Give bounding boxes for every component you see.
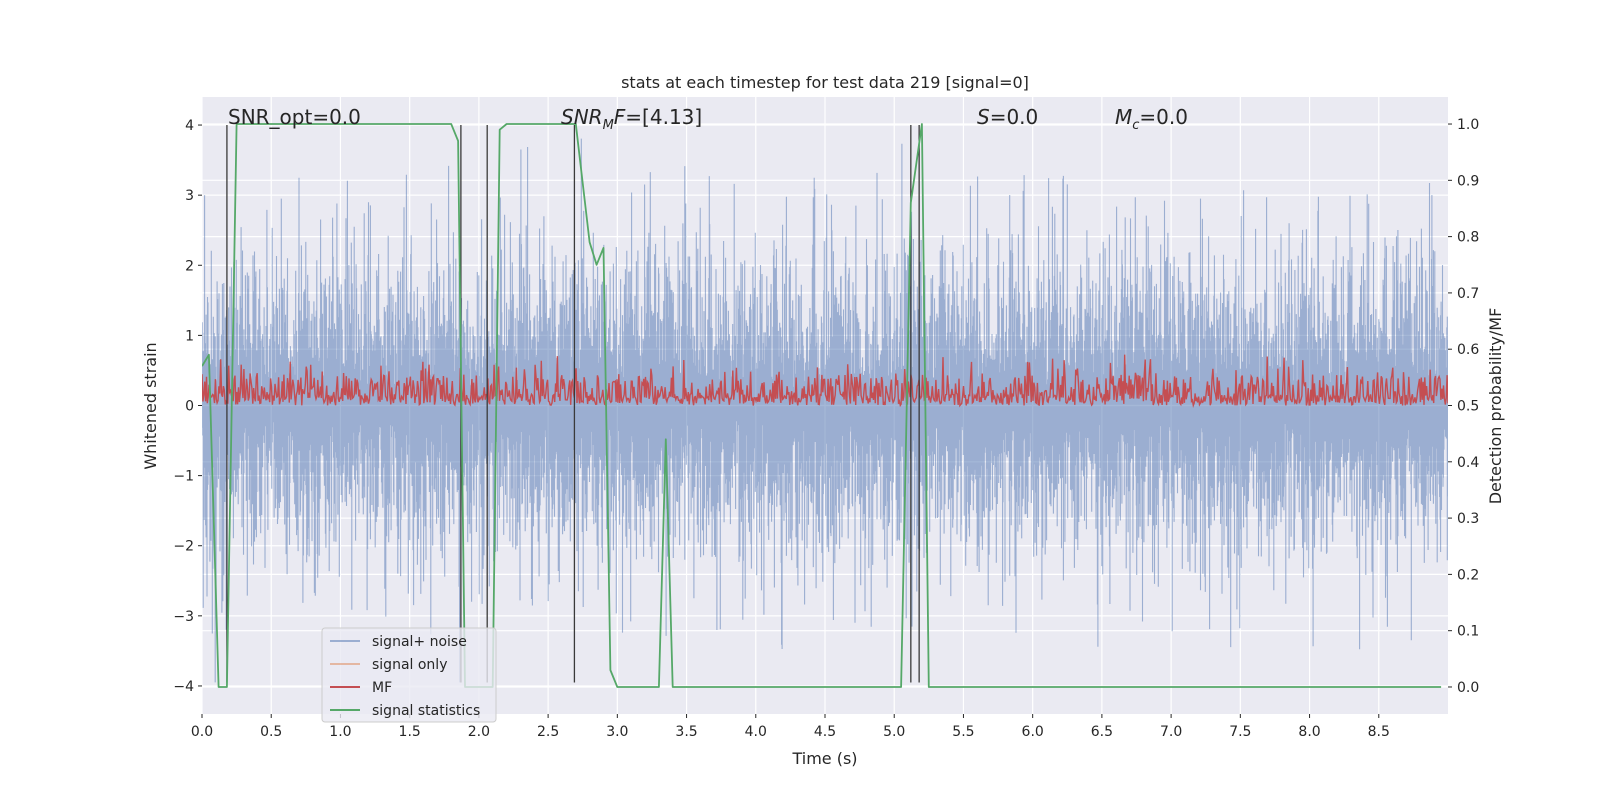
y-tick-label: 1 <box>185 328 194 344</box>
axes: 0.0 0.5 1.0 1.5 2.0 2.5 3.0 3.5 4.0 4.5 5.0 5.5 6.0 6… <box>173 117 1479 740</box>
y-tick-label: 3 <box>185 188 194 204</box>
y-tick-label: −4 <box>173 679 194 695</box>
annotation-snr-opt: SNR_opt=0.0 <box>228 105 361 129</box>
annotation-s: S=0.0 <box>977 105 1038 129</box>
series-mf <box>202 354 1448 409</box>
y-tick-label-right: 0.5 <box>1457 399 1479 415</box>
y-tick-label-right: 0.8 <box>1457 230 1479 246</box>
y-tick-label-right: 1.0 <box>1457 117 1479 133</box>
x-tick-label: 1.0 <box>329 724 351 740</box>
x-tick-label: 0.0 <box>191 724 213 740</box>
x-tick-label: 7.5 <box>1229 724 1251 740</box>
x-tick-label: 5.5 <box>952 724 974 740</box>
x-tick-label: 6.5 <box>1091 724 1113 740</box>
y-tick-label: −3 <box>173 609 194 625</box>
legend-label: signal statistics <box>372 703 480 719</box>
legend-label: signal only <box>372 657 447 673</box>
x-tick-label: 2.0 <box>468 724 490 740</box>
x-tick-label: 2.5 <box>537 724 559 740</box>
x-tick-label: 0.5 <box>260 724 282 740</box>
x-tick-label: 1.5 <box>399 724 421 740</box>
y-axis-title: Whitened strain <box>141 342 160 469</box>
legend-box <box>321 627 497 723</box>
x-tick-label: 5.0 <box>883 724 905 740</box>
x-axis-title: Time (s) <box>791 749 857 768</box>
y-tick-label-right: 0.0 <box>1457 680 1479 696</box>
y-tick-label-right: 0.6 <box>1457 342 1479 358</box>
chart-title: stats at each timestep for test data 219… <box>621 73 1029 92</box>
y-tick-label: 2 <box>185 258 194 274</box>
y-axis-title-right: Detection probability/MF <box>1486 308 1505 505</box>
x-tick-label: 4.0 <box>745 724 767 740</box>
y-tick-label-right: 0.2 <box>1457 567 1479 583</box>
legend: signal+ noise signal only MF signal statist… <box>321 627 497 723</box>
x-tick-label: 6.0 <box>1022 724 1044 740</box>
plot-content <box>202 123 1448 688</box>
x-tick-label: 8.5 <box>1368 724 1390 740</box>
annotation-mc: Mc=0.0 <box>1115 105 1188 133</box>
series-signal-statistics <box>202 123 1442 688</box>
y-tick-label-right: 0.4 <box>1457 455 1479 471</box>
y-tick-label: −2 <box>173 539 194 555</box>
y-tick-label-right: 0.9 <box>1457 173 1479 189</box>
x-tick-label: 7.0 <box>1160 724 1182 740</box>
legend-label: signal+ noise <box>372 634 467 650</box>
y-tick-label-right: 0.7 <box>1457 286 1479 302</box>
y-tick-label-right: 0.3 <box>1457 511 1479 527</box>
x-tick-label: 4.5 <box>814 724 836 740</box>
y-tick-label: 0 <box>185 399 194 415</box>
annotation-snr-mf: SNRMF=[4.13] <box>561 105 702 133</box>
y-tick-label: −1 <box>173 469 194 485</box>
x-tick-label: 3.0 <box>606 724 628 740</box>
x-tick-label: 3.5 <box>675 724 697 740</box>
y-tick-label: 4 <box>185 118 194 134</box>
y-tick-label-right: 0.1 <box>1457 624 1479 640</box>
x-tick-label: 8.0 <box>1298 724 1320 740</box>
legend-label: MF <box>372 680 392 696</box>
